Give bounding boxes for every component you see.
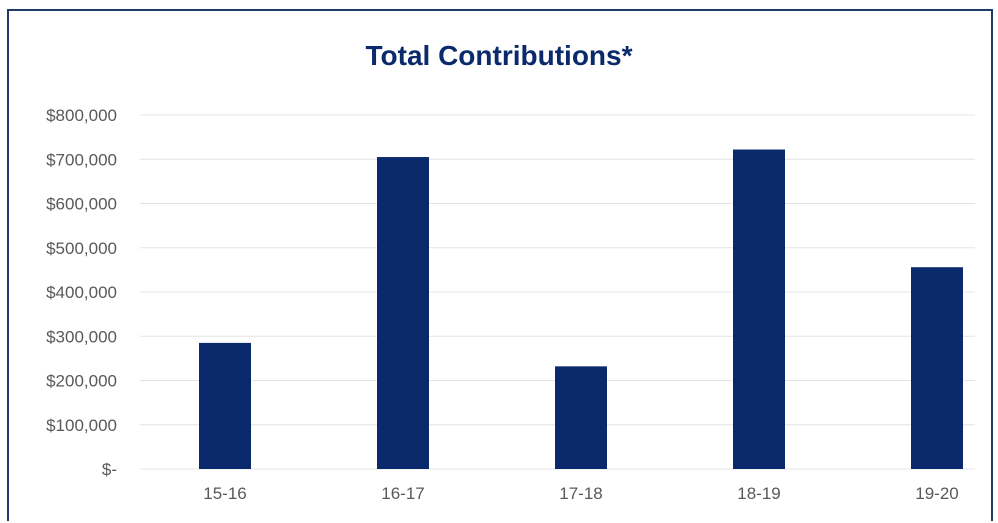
- y-tick-label: $400,000: [46, 283, 117, 302]
- y-tick-label: $200,000: [46, 372, 117, 391]
- bar-17-18: [555, 366, 607, 469]
- y-tick-label: $600,000: [46, 195, 117, 214]
- bars: [199, 149, 963, 469]
- x-tick-label: 19-20: [915, 484, 958, 503]
- y-tick-label: $500,000: [46, 239, 117, 258]
- y-axis-tick-labels: $- $100,000 $200,000 $300,000 $400,000 $500,0…: [46, 106, 117, 479]
- bar-18-19: [733, 149, 785, 469]
- bar-15-16: [199, 342, 251, 469]
- x-axis-tick-labels: 15-16 16-17 17-18 18-19 19-20: [203, 484, 958, 503]
- x-tick-label: 15-16: [203, 484, 246, 503]
- chart-title: Total Contributions*: [365, 40, 633, 71]
- x-tick-label: 18-19: [737, 484, 780, 503]
- y-tick-label: $700,000: [46, 150, 117, 169]
- y-tick-label: $300,000: [46, 327, 117, 346]
- y-tick-label: $100,000: [46, 416, 117, 435]
- x-tick-label: 16-17: [381, 484, 424, 503]
- bar-16-17: [377, 157, 429, 469]
- y-tick-label: $800,000: [46, 106, 117, 125]
- y-tick-label: $-: [102, 460, 117, 479]
- bar-19-20: [911, 267, 963, 469]
- x-tick-label: 17-18: [559, 484, 602, 503]
- chart-frame: [7, 9, 993, 521]
